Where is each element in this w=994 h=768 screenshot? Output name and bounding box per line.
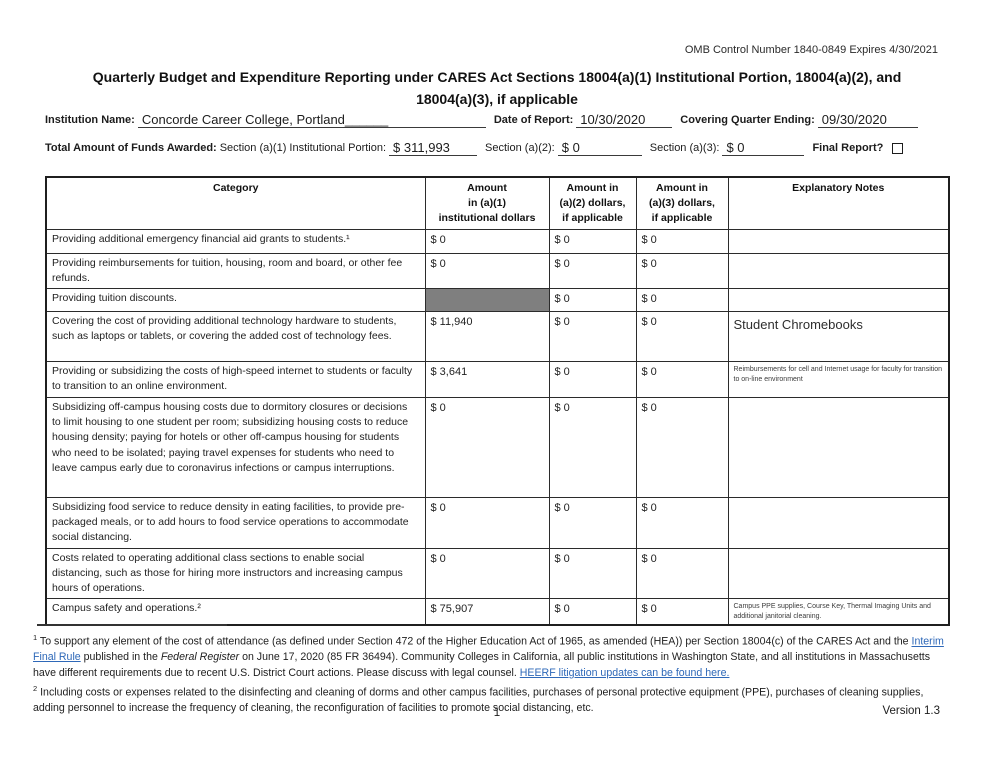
note-cell: [727, 496, 950, 549]
footnote-2-text: Including costs or expenses related to t…: [33, 686, 924, 715]
category-cell: Subsidizing food service to reduce densi…: [45, 496, 426, 549]
page-number: 1: [493, 707, 501, 719]
quarter-ending-label: Covering Quarter Ending:: [680, 114, 815, 126]
table-row: Providing tuition discounts. $ 0 $ 0: [45, 288, 950, 313]
amount-a1-cell: $ 3,641: [424, 361, 550, 398]
amount-a2-cell: $ 0: [548, 361, 637, 398]
amount-a3-cell: $ 0: [635, 496, 729, 549]
amount-a1-cell: $ 0: [424, 547, 550, 600]
amount-a1-cell: $ 0: [424, 252, 550, 290]
amount-a3-cell: $ 0: [635, 598, 729, 626]
category-cell: Providing tuition discounts.: [45, 288, 426, 313]
section-a3-value: $ 0: [722, 140, 805, 156]
amount-a3-cell: $ 0: [635, 228, 729, 254]
footnote-2: 2 Including costs or expenses related to…: [33, 681, 951, 717]
table-row: Providing additional emergency financial…: [45, 228, 950, 254]
footnote-1-text: To support any element of the cost of at…: [37, 635, 912, 648]
footnote-1-marker: 1: [33, 633, 38, 642]
note-cell: [727, 252, 950, 290]
note-cell: Student Chromebooks: [727, 311, 950, 363]
heerf-litigation-updates-link[interactable]: HEERF litigation updates can be found he…: [519, 666, 730, 679]
amount-a2-cell: $ 0: [548, 228, 637, 254]
category-cell: Providing or subsidizing the costs of hi…: [45, 361, 426, 398]
amount-a2-cell: $ 0: [548, 288, 637, 313]
footnotes: 1 To support any element of the cost of …: [33, 630, 951, 717]
amount-a3-cell: $ 0: [635, 547, 729, 600]
page-title-line1: Quarterly Budget and Expenditure Reporti…: [92, 69, 902, 85]
section-a2-label: Section (a)(2):: [485, 142, 555, 154]
final-report-checkbox[interactable]: [892, 143, 904, 154]
amount-a3-cell: $ 0: [635, 252, 729, 290]
page-title-line2: 18004(a)(3), if applicable: [416, 91, 578, 107]
version-label: Version 1.3: [882, 705, 940, 717]
note-cell: Reimbursements for cell and Internet usa…: [727, 361, 950, 398]
amount-a3-cell: $ 0: [635, 396, 729, 498]
category-cell: Subsidizing off-campus housing costs due…: [45, 396, 426, 498]
header-amount-a2: Amount in (a)(2) dollars, if applicable: [548, 176, 637, 230]
footnote-1-text: on June 17, 2020 (85 FR 36494). Communit…: [33, 651, 931, 679]
section-a1-value: $ 311,993: [389, 140, 478, 156]
note-cell: [727, 547, 950, 600]
header-amount-a1: Amount in (a)(1) institutional dollars: [424, 176, 550, 230]
category-cell: Providing reimbursements for tuition, ho…: [45, 252, 426, 290]
federal-register-italic: Federal Register: [160, 651, 240, 664]
amount-a1-cell: $ 11,940: [424, 311, 550, 363]
date-of-report-value: 10/30/2020: [576, 112, 673, 128]
table-row: Costs related to operating additional cl…: [45, 547, 950, 600]
note-cell: [727, 288, 950, 313]
table-row: Covering the cost of providing additiona…: [45, 311, 950, 363]
category-cell: Campus safety and operations.²: [45, 598, 426, 626]
amount-a1-cell: $ 75,907: [424, 598, 550, 626]
header-explanatory-notes: Explanatory Notes: [727, 176, 950, 230]
amount-a1-cell: $ 0: [424, 396, 550, 498]
final-report-label: Final Report?: [812, 142, 884, 154]
footnote-1: 1 To support any element of the cost of …: [33, 630, 951, 681]
date-of-report-label: Date of Report:: [493, 114, 574, 126]
amount-a1-cell-shaded: [424, 288, 550, 313]
quarter-ending-value: 09/30/2020: [817, 112, 918, 128]
institution-name-label: Institution Name:: [45, 114, 135, 126]
category-cell: Providing additional emergency financial…: [45, 228, 426, 254]
category-cell: Covering the cost of providing additiona…: [45, 311, 426, 363]
section-a2-value: $ 0: [557, 140, 642, 156]
amount-a3-cell: $ 0: [635, 361, 729, 398]
amount-a1-cell: $ 0: [424, 228, 550, 254]
table-row: Subsidizing food service to reduce densi…: [45, 496, 950, 549]
note-cell: [727, 228, 950, 254]
amount-a2-cell: $ 0: [548, 496, 637, 549]
expenditure-table: Category Amount in (a)(1) institutional …: [45, 176, 950, 627]
amount-a3-cell: $ 0: [635, 288, 729, 313]
amount-a2-cell: $ 0: [548, 252, 637, 290]
amount-a2-cell: $ 0: [548, 547, 637, 600]
amount-a3-cell: $ 0: [635, 311, 729, 363]
note-cell: Campus PPE supplies, Course Key, Thermal…: [727, 598, 950, 626]
footnote-2-marker: 2: [33, 684, 38, 694]
section-a1-label: Section (a)(1) Institutional Portion:: [219, 142, 387, 154]
amount-a2-cell: $ 0: [548, 311, 637, 363]
table-header-row: Category Amount in (a)(1) institutional …: [45, 176, 950, 230]
category-cell: Costs related to operating additional cl…: [45, 547, 426, 600]
table-row: Providing reimbursements for tuition, ho…: [45, 252, 950, 290]
header-amount-a3: Amount in (a)(3) dollars, if applicable: [635, 176, 729, 230]
omb-control-number: OMB Control Number 1840-0849 Expires 4/3…: [684, 44, 938, 56]
funds-awarded-label: Total Amount of Funds Awarded:: [45, 142, 217, 154]
amount-a1-cell: $ 0: [424, 496, 550, 549]
header-category: Category: [45, 176, 426, 230]
footnote-separator: [37, 624, 227, 626]
funds-awarded-line: Total Amount of Funds Awarded: Section (…: [45, 140, 904, 156]
institution-name-value: Concorde Career College, Portland______: [137, 112, 486, 128]
section-a3-label: Section (a)(3):: [649, 142, 720, 154]
institution-line: Institution Name: Concorde Career Colleg…: [45, 112, 918, 128]
amount-a2-cell: $ 0: [548, 396, 637, 498]
page-title: Quarterly Budget and Expenditure Reporti…: [0, 66, 994, 110]
note-cell: [727, 396, 950, 498]
table-row: Providing or subsidizing the costs of hi…: [45, 361, 950, 398]
table-row: Subsidizing off-campus housing costs due…: [45, 396, 950, 498]
interim-final-rule-link[interactable]: Interim Final Rule: [33, 635, 944, 664]
footnote-1-text: published in the: [80, 651, 161, 664]
table-row: Campus safety and operations.² $ 75,907 …: [45, 598, 950, 626]
amount-a2-cell: $ 0: [548, 598, 637, 626]
